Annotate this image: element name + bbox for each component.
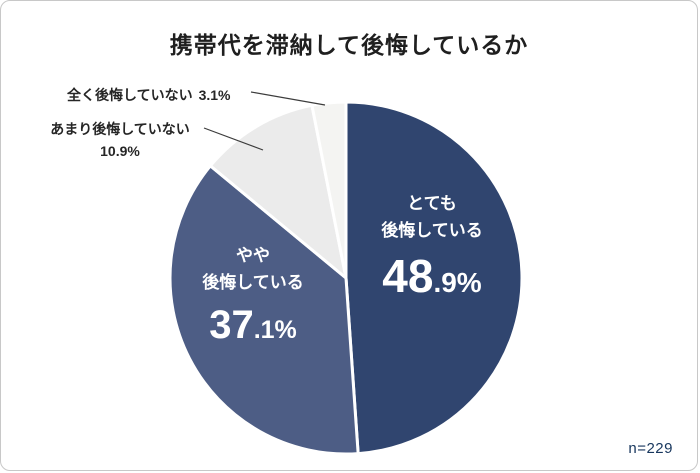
label-text: 全く後悔していない: [67, 87, 193, 103]
pie-slices: [168, 100, 524, 456]
slice-percent: 37.1%: [176, 305, 330, 345]
pie-slice-0: [344, 100, 524, 456]
pie-slice-2: [208, 103, 348, 280]
slice-label-line: やや: [236, 246, 270, 265]
label-percent: 10.9%: [100, 142, 140, 159]
chart-title: 携帯代を滞納して後悔しているか: [169, 32, 529, 58]
percent-decimal: .9%: [433, 267, 482, 299]
slice-label-line: 後悔している: [202, 273, 304, 293]
pie-slice-1: [168, 164, 360, 456]
percent-decimal: .1%: [253, 316, 297, 345]
label-percent: 3.1%: [198, 87, 231, 103]
slice-percent: 48.9%: [355, 253, 509, 299]
slice-label-amari: あまり後悔していない 10.9%: [37, 119, 203, 162]
percent-integer: 48: [382, 250, 434, 303]
slice-label-yaya: やや 後悔している 37.1%: [176, 242, 330, 345]
slice-label-line: 後悔している: [381, 221, 483, 241]
percent-integer: 37: [209, 303, 254, 348]
slice-label-totemo: とても 後悔している 48.9%: [355, 190, 509, 299]
label-text: あまり後悔していない: [50, 121, 190, 137]
sample-size-label: n=229: [628, 440, 673, 457]
pie-slice-3: [310, 100, 348, 280]
slice-label-line: とても: [407, 194, 457, 213]
slice-label-mattaku: 全く後悔していない 3.1%: [67, 85, 231, 105]
leader-line-mattaku: [250, 91, 326, 106]
leader-line-amari: [203, 127, 264, 151]
